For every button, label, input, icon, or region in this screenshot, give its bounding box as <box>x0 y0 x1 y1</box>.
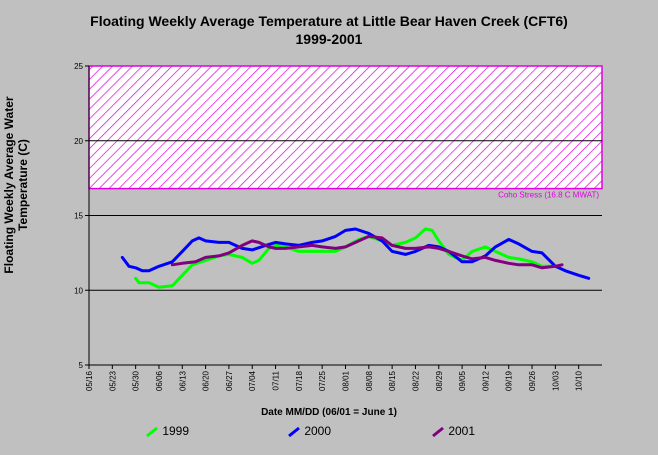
series-line-2001 <box>170 234 564 270</box>
x-tick-label: 09/26 <box>528 370 537 391</box>
x-tick-label: 08/29 <box>435 370 444 391</box>
legend-label: 1999 <box>159 424 190 438</box>
legend-swatch <box>432 426 444 437</box>
x-tick-label: 06/06 <box>155 370 164 391</box>
legend-swatch <box>146 426 158 437</box>
y-axis-label: Floating Weekly Average Water Temperatur… <box>2 96 30 274</box>
legend-swatch-line <box>288 426 300 437</box>
x-tick-label: 10/10 <box>575 370 584 391</box>
x-tick-label: 07/18 <box>295 370 304 391</box>
legend-swatch-line <box>146 426 158 437</box>
legend-item-2000: 2000 <box>287 424 331 438</box>
y-axis-label-box: Floating Weekly Average Water Temperatur… <box>2 80 42 290</box>
x-tick-label: 09/19 <box>505 370 514 391</box>
coho-stress-band <box>88 65 603 190</box>
x-tick-label: 08/08 <box>365 370 374 391</box>
y-tick-label: 10 <box>74 286 83 295</box>
x-axis-label: Date MM/DD (06/01 = June 1) <box>261 407 397 418</box>
x-tick-label: 06/27 <box>225 370 234 391</box>
x-tick-label: 06/13 <box>178 370 187 391</box>
y-tick-label: 25 <box>74 62 83 71</box>
legend-item-1999: 1999 <box>145 424 189 438</box>
x-tick-label: 07/25 <box>318 370 327 391</box>
x-tick-label: 05/23 <box>108 370 117 391</box>
x-tick-label: 05/30 <box>132 370 141 391</box>
chart-subtitle: 1999-2001 <box>295 31 363 47</box>
x-tick-label: 10/03 <box>551 370 560 391</box>
x-tick-label: 08/22 <box>411 370 420 391</box>
legend-label: 2001 <box>445 424 476 438</box>
series-line-2000 <box>120 227 591 280</box>
x-tick-label: 08/01 <box>342 370 351 391</box>
legend-swatch <box>288 426 300 437</box>
x-tick-label: 05/16 <box>85 370 94 391</box>
x-tick-label: 08/15 <box>388 370 397 391</box>
chart-title: Floating Weekly Average Temperature at L… <box>90 13 568 29</box>
stress-band-label: Coho Stress (16.8 C MWAT) <box>498 191 599 200</box>
y-tick-label: 20 <box>74 137 83 146</box>
y-tick-label: 5 <box>79 361 84 370</box>
x-tick-label: 09/05 <box>458 370 467 391</box>
x-tick-label: 09/12 <box>481 370 490 391</box>
x-tick-label: 07/11 <box>272 370 281 390</box>
legend-item-2001: 2001 <box>431 424 475 438</box>
legend-label: 2000 <box>301 424 332 438</box>
legend-swatch-line <box>432 426 444 437</box>
x-tick-label: 06/20 <box>202 370 211 391</box>
y-tick-label: 15 <box>74 212 83 221</box>
x-tick-label: 07/04 <box>248 370 257 391</box>
